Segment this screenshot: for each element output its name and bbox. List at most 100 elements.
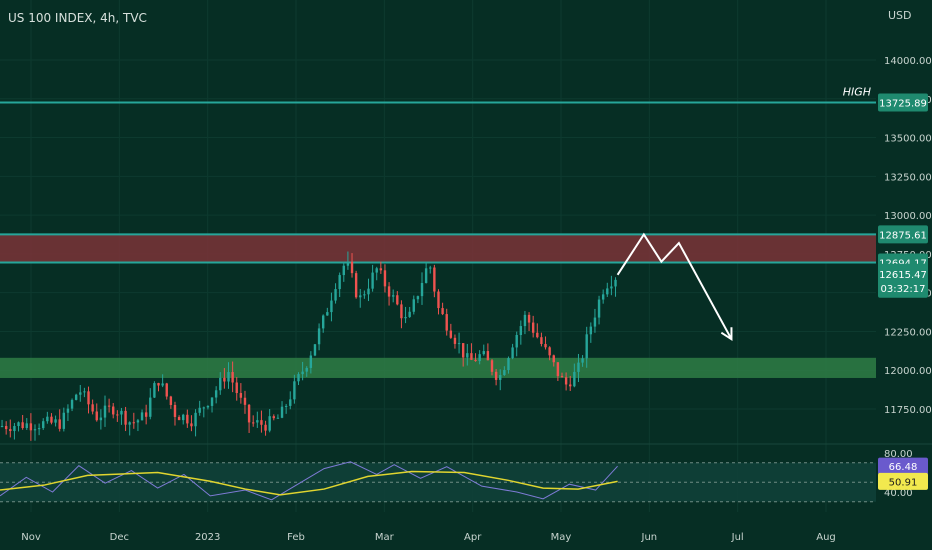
price-tick-label: 13000.00 <box>884 211 932 222</box>
candle-body <box>309 355 313 368</box>
candle-body <box>601 294 605 300</box>
candle-body <box>560 376 564 378</box>
candle-body <box>37 428 41 430</box>
candle-body <box>252 422 255 424</box>
candle-body <box>107 405 111 407</box>
candle-body <box>70 399 74 409</box>
candle-body <box>74 394 78 400</box>
candle-body <box>46 416 49 422</box>
candle-body <box>9 429 12 432</box>
candle-body <box>50 416 53 423</box>
candle-body <box>614 279 617 287</box>
support-zone <box>0 357 876 378</box>
candle-body <box>474 359 477 362</box>
candle-body <box>363 294 366 296</box>
candle-body <box>25 423 28 429</box>
candle-body <box>157 383 160 386</box>
candle-body <box>420 282 424 297</box>
candle-body <box>280 406 284 418</box>
candle-body <box>231 372 234 383</box>
candle-body <box>499 375 502 380</box>
candle-body <box>243 397 247 405</box>
candle-body <box>153 383 156 398</box>
candle-body <box>503 370 506 376</box>
rsi-ma-value-tag-bg <box>878 472 928 490</box>
candle-body <box>457 343 461 345</box>
candle-body <box>519 326 523 335</box>
candle-body <box>350 261 354 274</box>
candle-body <box>87 391 90 405</box>
candle-body <box>387 286 391 297</box>
zone-top-price-tag-bg <box>878 225 928 244</box>
candle-body <box>383 270 387 287</box>
candle-body <box>33 429 37 431</box>
candle-body <box>247 404 251 423</box>
price-tick-label: 14000.00 <box>884 56 932 67</box>
candle-body <box>83 391 86 393</box>
time-tick-label: Jul <box>731 532 744 543</box>
candle-body <box>606 288 609 295</box>
candle-body <box>206 405 210 408</box>
candle-body <box>379 268 383 271</box>
rsi-tick-label: 40.00 <box>884 488 913 499</box>
candle-body <box>21 422 24 429</box>
candle-body <box>293 381 296 400</box>
candle-body <box>62 412 66 429</box>
rsi-pane: 80.00 40.00 <box>0 443 932 503</box>
time-tick-label: Aug <box>816 532 836 543</box>
candle-body <box>144 412 148 417</box>
candle-body <box>99 417 103 421</box>
candle-body <box>433 267 436 292</box>
candle-body <box>585 334 588 359</box>
candle-body <box>128 422 131 425</box>
candle-body <box>186 414 189 424</box>
levels: HIGH <box>0 86 876 264</box>
candle-body <box>4 426 8 430</box>
time-axis[interactable]: Nov Dec 2023 Feb Mar Apr May Jun Jul Aug <box>21 532 836 543</box>
currency-label: USD <box>888 9 912 22</box>
candle-body <box>91 404 94 412</box>
candle-body <box>400 304 403 319</box>
time-tick-label: Feb <box>287 532 305 543</box>
candle-body <box>305 367 308 372</box>
candle-body <box>544 343 547 348</box>
high-price-tag-text: 13725.89 <box>879 99 927 110</box>
candle-body <box>136 420 140 423</box>
candle-body <box>132 422 136 424</box>
candle-body <box>260 420 263 425</box>
candle-body <box>182 414 185 421</box>
candle-body <box>42 421 45 429</box>
time-tick-label: May <box>551 532 572 543</box>
candle-body <box>289 399 292 406</box>
candle-body <box>177 416 181 421</box>
candle-body <box>494 371 498 380</box>
candle-body <box>589 326 593 335</box>
candle-body <box>169 396 173 405</box>
candle-body <box>375 268 378 273</box>
countdown-timer: 03:32:17 <box>881 284 926 295</box>
candle-body <box>0 426 4 428</box>
candle-body <box>297 374 300 382</box>
candle-body <box>437 291 440 309</box>
candle-body <box>490 360 494 372</box>
candle-body <box>569 384 572 387</box>
candle-body <box>284 405 288 407</box>
candle-body <box>58 419 61 429</box>
candle-body <box>354 273 358 298</box>
price-tags: 13725.8912875.6112694.1712615.4703:32:17… <box>878 93 928 490</box>
candle-body <box>581 358 584 363</box>
candle-body <box>391 295 395 297</box>
candle-body <box>140 412 144 421</box>
candle-body <box>552 355 555 363</box>
price-tick-label: 11750.00 <box>884 405 932 416</box>
zone-top-price-tag: 12875.61 <box>878 225 928 244</box>
candle-body <box>338 275 341 290</box>
time-tick-label: Mar <box>375 532 395 543</box>
rsi-ma-value-tag-text: 50.91 <box>889 477 918 488</box>
rsi-value-tag: 66.48 <box>878 457 928 475</box>
candle-body <box>523 314 527 327</box>
candle-body <box>235 382 238 394</box>
time-tick-label: Nov <box>21 532 41 543</box>
candle-body <box>210 397 214 406</box>
